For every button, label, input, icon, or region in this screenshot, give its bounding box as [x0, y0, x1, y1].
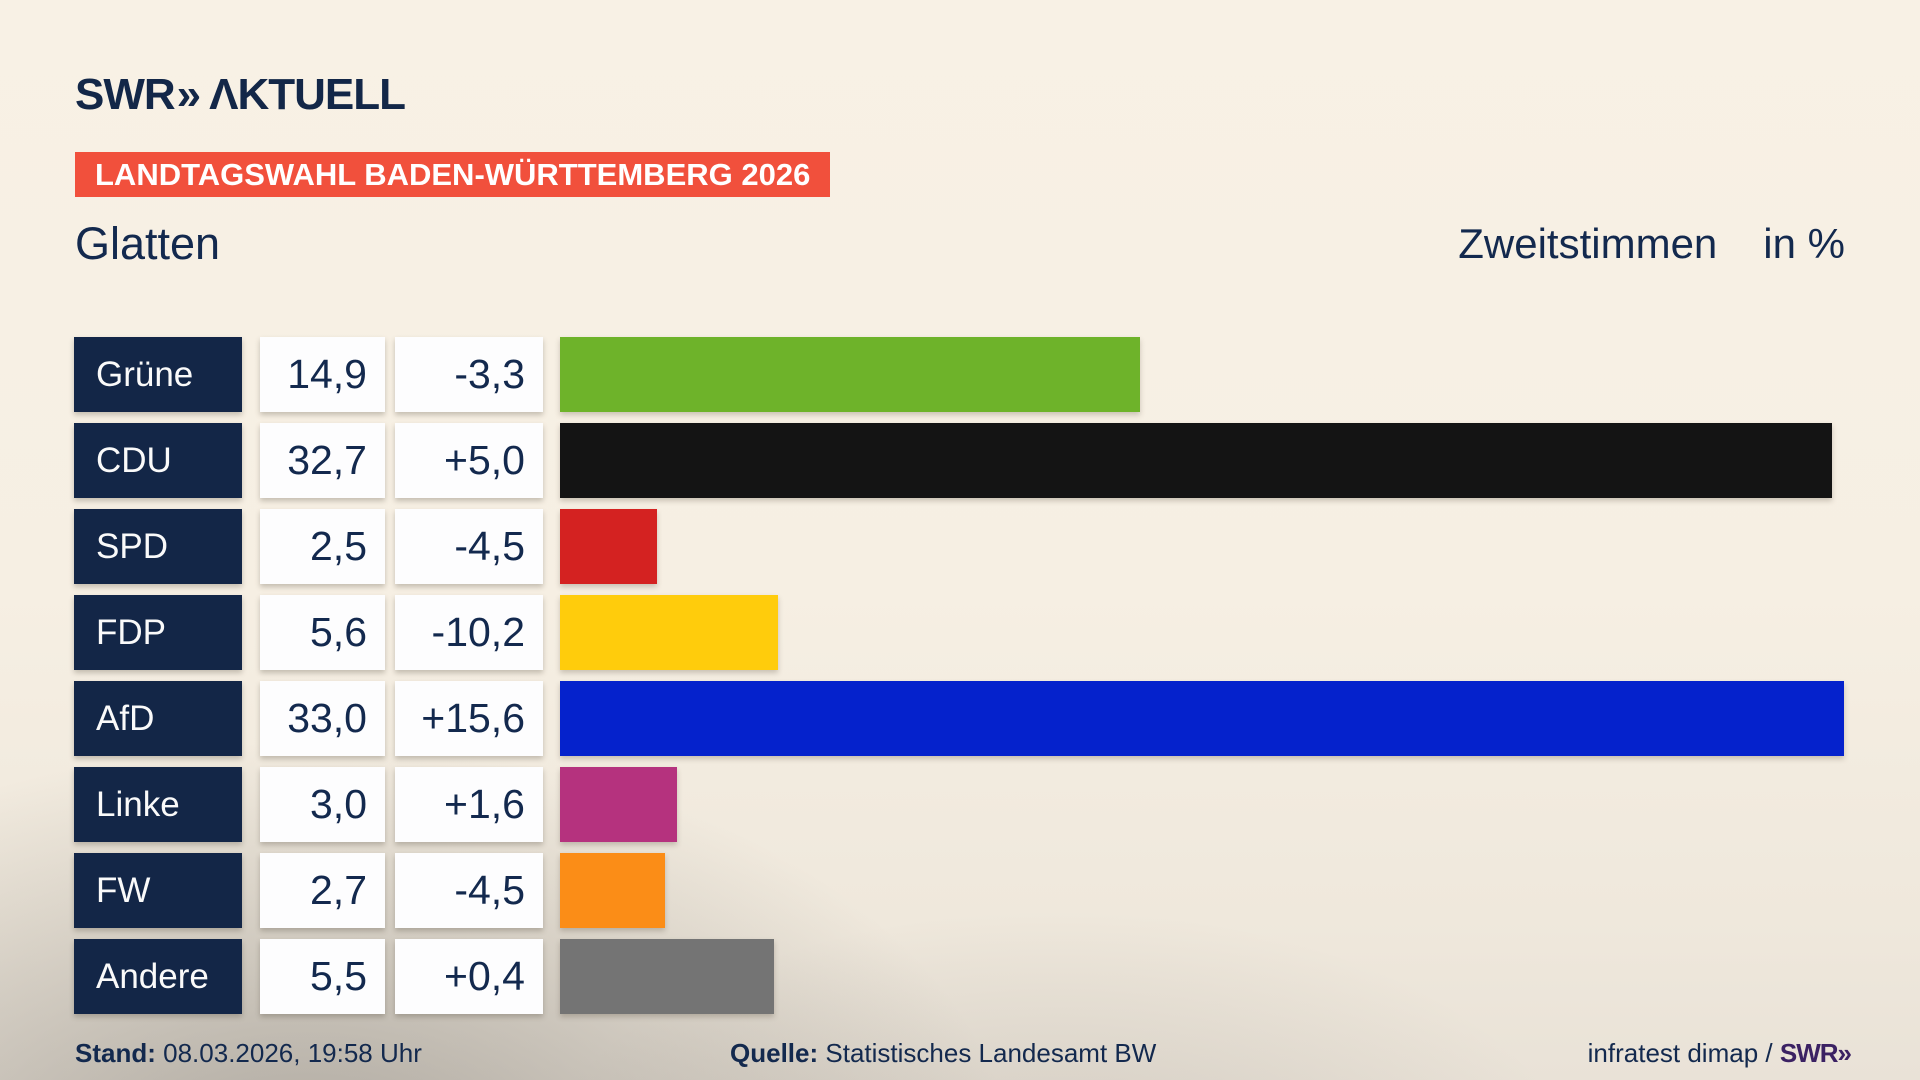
party-change: -10,2 [395, 595, 543, 670]
stand-timestamp: Stand: 08.03.2026, 19:58 Uhr [75, 1038, 422, 1069]
party-change: +0,4 [395, 939, 543, 1014]
credit-note: infratest dimap / SWR» [1587, 1038, 1853, 1069]
party-bar [560, 939, 774, 1014]
party-row-linke: Linke 3,0 +1,6 [74, 767, 1920, 842]
party-bar [560, 509, 657, 584]
party-label: Andere [74, 939, 242, 1014]
source-note: Quelle: Statistisches Landesamt BW [730, 1038, 1156, 1069]
party-value: 5,6 [260, 595, 385, 670]
quelle-value: Statistisches Landesamt BW [825, 1038, 1157, 1068]
party-label: SPD [74, 509, 242, 584]
party-label: CDU [74, 423, 242, 498]
swr-footer-logo: SWR» [1779, 1038, 1853, 1068]
aktuell-logo-text: ΛKTUELL [209, 70, 406, 119]
party-label: Linke [74, 767, 242, 842]
party-row-andere: Andere 5,5 +0,4 [74, 939, 1920, 1014]
party-change: -3,3 [395, 337, 543, 412]
party-change: +15,6 [395, 681, 543, 756]
party-value: 2,7 [260, 853, 385, 928]
credit-text: infratest dimap / [1587, 1038, 1773, 1068]
party-label: FDP [74, 595, 242, 670]
swr-logo-text: SWR [75, 70, 176, 119]
party-label: Grüne [74, 337, 242, 412]
swr-aktuell-logo: SWR» ΛKTUELL [75, 70, 406, 120]
stand-value: 08.03.2026, 19:58 Uhr [163, 1038, 422, 1068]
party-value: 2,5 [260, 509, 385, 584]
party-row-gruene: Grüne 14,9 -3,3 [74, 337, 1920, 412]
municipality-title: Glatten [75, 218, 221, 269]
party-value: 14,9 [260, 337, 385, 412]
party-change: -4,5 [395, 853, 543, 928]
party-change: -4,5 [395, 509, 543, 584]
party-row-fw: FW 2,7 -4,5 [74, 853, 1920, 928]
stand-label: Stand: [75, 1038, 156, 1068]
party-change: +5,0 [395, 423, 543, 498]
swr-footer-chevrons-icon: » [1837, 1038, 1853, 1068]
party-value: 33,0 [260, 681, 385, 756]
party-change: +1,6 [395, 767, 543, 842]
measure-label: Zweitstimmen [1458, 220, 1718, 267]
election-banner: LANDTAGSWAHL BADEN-WÜRTTEMBERG 2026 [75, 152, 831, 197]
party-label: AfD [74, 681, 242, 756]
party-bar [560, 423, 1832, 498]
party-bar [560, 853, 665, 928]
party-bar [560, 337, 1140, 412]
quelle-label: Quelle: [730, 1038, 819, 1068]
measure-title: Zweitstimmen in % [1458, 220, 1845, 268]
party-value: 32,7 [260, 423, 385, 498]
party-row-cdu: CDU 32,7 +5,0 [74, 423, 1920, 498]
unit-label: in % [1763, 220, 1845, 267]
party-row-spd: SPD 2,5 -4,5 [74, 509, 1920, 584]
party-bar [560, 681, 1844, 756]
party-bar [560, 767, 677, 842]
party-row-fdp: FDP 5,6 -10,2 [74, 595, 1920, 670]
party-value: 5,5 [260, 939, 385, 1014]
swr-chevrons-icon: » [176, 70, 202, 119]
party-bar [560, 595, 778, 670]
party-row-afd: AfD 33,0 +15,6 [74, 681, 1920, 756]
party-value: 3,0 [260, 767, 385, 842]
footer: Stand: 08.03.2026, 19:58 Uhr Quelle: Sta… [0, 1038, 1920, 1072]
party-label: FW [74, 853, 242, 928]
